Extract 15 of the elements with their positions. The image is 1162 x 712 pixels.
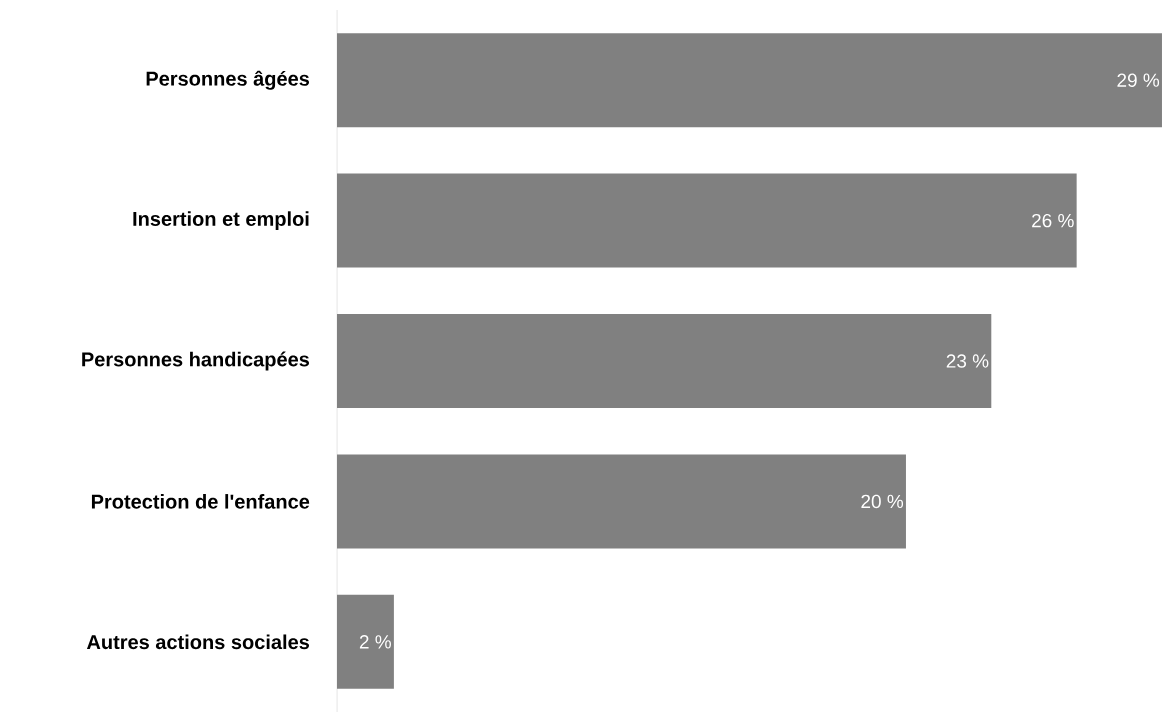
y-tick-label: Personnes âgées <box>146 70 310 90</box>
bar <box>337 454 906 549</box>
data-label: 20 % <box>861 494 904 509</box>
bar <box>337 33 1162 128</box>
bar <box>337 314 992 409</box>
data-label: 23 % <box>946 354 989 368</box>
data-label: 29 % <box>1117 73 1160 87</box>
y-tick-label: Autres actions sociales <box>86 634 310 650</box>
data-label: 2 % <box>359 635 391 649</box>
y-tick-label: Protection de l'enfance <box>91 494 310 509</box>
bar <box>337 173 1077 268</box>
bar <box>337 594 394 689</box>
y-tick-label: Insertion et emploi <box>133 211 309 230</box>
data-label: 26 % <box>1032 213 1074 228</box>
y-tick-label: Personnes handicapées <box>82 351 310 371</box>
